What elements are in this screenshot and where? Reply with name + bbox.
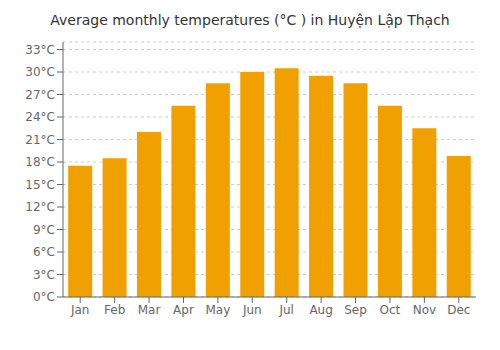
svg-text:Apr: Apr	[173, 303, 194, 317]
svg-text:Jun: Jun	[242, 303, 262, 317]
svg-text:Jul: Jul	[278, 303, 293, 317]
svg-text:0°C: 0°C	[33, 290, 55, 304]
svg-text:9°C: 9°C	[33, 223, 55, 237]
svg-text:33°C: 33°C	[25, 43, 55, 57]
svg-text:15°C: 15°C	[25, 178, 55, 192]
svg-text:12°C: 12°C	[25, 200, 55, 214]
svg-text:May: May	[205, 303, 230, 317]
svg-text:18°C: 18°C	[25, 155, 55, 169]
svg-text:21°C: 21°C	[25, 133, 55, 147]
svg-text:Jan: Jan	[70, 303, 90, 317]
svg-text:Aug: Aug	[309, 303, 332, 317]
svg-text:3°C: 3°C	[33, 268, 55, 282]
svg-text:Sep: Sep	[344, 303, 367, 317]
svg-text:24°C: 24°C	[25, 110, 55, 124]
html-text:Average monthly temperatures (: Average monthly temperatures (°C ) in Hu…	[50, 12, 450, 28]
svg-text:Feb: Feb	[104, 303, 125, 317]
svg-text:6°C: 6°C	[33, 245, 55, 259]
svg-text:Oct: Oct	[380, 303, 401, 317]
svg-text:30°C: 30°C	[25, 65, 55, 79]
svg-text:Mar: Mar	[138, 303, 161, 317]
svg-text:Nov: Nov	[413, 303, 436, 317]
svg-text:27°C: 27°C	[25, 88, 55, 102]
svg-text:Dec: Dec	[447, 303, 470, 317]
